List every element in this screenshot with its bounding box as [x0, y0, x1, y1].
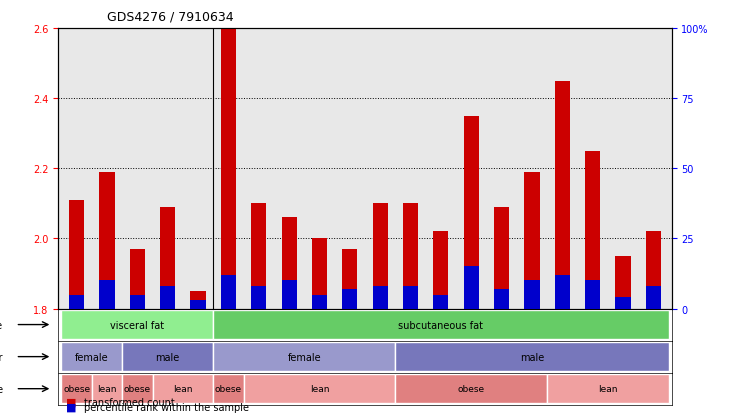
Bar [555, 275, 570, 309]
Bar [61, 342, 122, 371]
Text: obese: obese [63, 384, 91, 393]
Bar [69, 295, 84, 309]
Text: male: male [520, 352, 544, 362]
Bar [122, 374, 153, 403]
Bar [585, 151, 600, 309]
Text: obese: obese [124, 384, 151, 393]
Bar [99, 172, 115, 309]
Bar [130, 249, 145, 309]
Text: GDS4276 / 7910634: GDS4276 / 7910634 [107, 11, 234, 24]
Text: lean: lean [97, 384, 117, 393]
Bar [251, 204, 266, 309]
Bar [548, 374, 669, 403]
Bar [220, 29, 236, 309]
Bar [464, 267, 479, 309]
Text: subcutaneous fat: subcutaneous fat [399, 320, 483, 330]
Bar [282, 218, 296, 309]
Bar [494, 207, 510, 309]
Bar [220, 275, 236, 309]
Text: obese: obese [215, 384, 242, 393]
Bar [244, 374, 396, 403]
Text: female: female [288, 352, 321, 362]
Bar [585, 281, 600, 309]
Text: tissue: tissue [0, 320, 3, 330]
Bar [160, 286, 175, 309]
Bar [524, 172, 539, 309]
Bar [99, 281, 115, 309]
Bar [92, 374, 122, 403]
Bar [646, 286, 661, 309]
Bar [213, 374, 244, 403]
Text: visceral fat: visceral fat [110, 320, 164, 330]
Text: lean: lean [598, 384, 618, 393]
Bar [615, 298, 631, 309]
Bar [615, 256, 631, 309]
Bar [130, 295, 145, 309]
Text: lean: lean [173, 384, 193, 393]
Text: gender: gender [0, 352, 3, 362]
Text: disease state: disease state [0, 384, 3, 394]
Text: male: male [155, 352, 180, 362]
Bar [555, 81, 570, 309]
Bar [312, 239, 327, 309]
Bar [494, 289, 510, 309]
Text: percentile rank within the sample: percentile rank within the sample [84, 402, 249, 412]
Bar [342, 289, 358, 309]
Bar [372, 286, 388, 309]
Bar [213, 311, 669, 339]
Bar [396, 342, 669, 371]
Bar [61, 374, 92, 403]
Bar [403, 286, 418, 309]
Bar [282, 281, 296, 309]
Bar [122, 342, 213, 371]
Bar [434, 232, 448, 309]
Text: obese: obese [458, 384, 485, 393]
Bar [69, 200, 84, 309]
Bar [191, 291, 206, 309]
Text: ■: ■ [66, 397, 76, 407]
Bar [403, 204, 418, 309]
Text: ■: ■ [66, 402, 76, 412]
Text: lean: lean [310, 384, 329, 393]
Bar [251, 286, 266, 309]
Bar [153, 374, 213, 403]
Bar [213, 342, 396, 371]
Bar [524, 281, 539, 309]
Bar [312, 295, 327, 309]
Text: transformed count: transformed count [84, 397, 174, 407]
Bar [342, 249, 358, 309]
Bar [191, 300, 206, 309]
Text: female: female [75, 352, 109, 362]
Bar [61, 311, 213, 339]
Bar [646, 232, 661, 309]
Bar [434, 295, 448, 309]
Bar [160, 207, 175, 309]
Bar [464, 116, 479, 309]
Bar [372, 204, 388, 309]
Bar [396, 374, 548, 403]
